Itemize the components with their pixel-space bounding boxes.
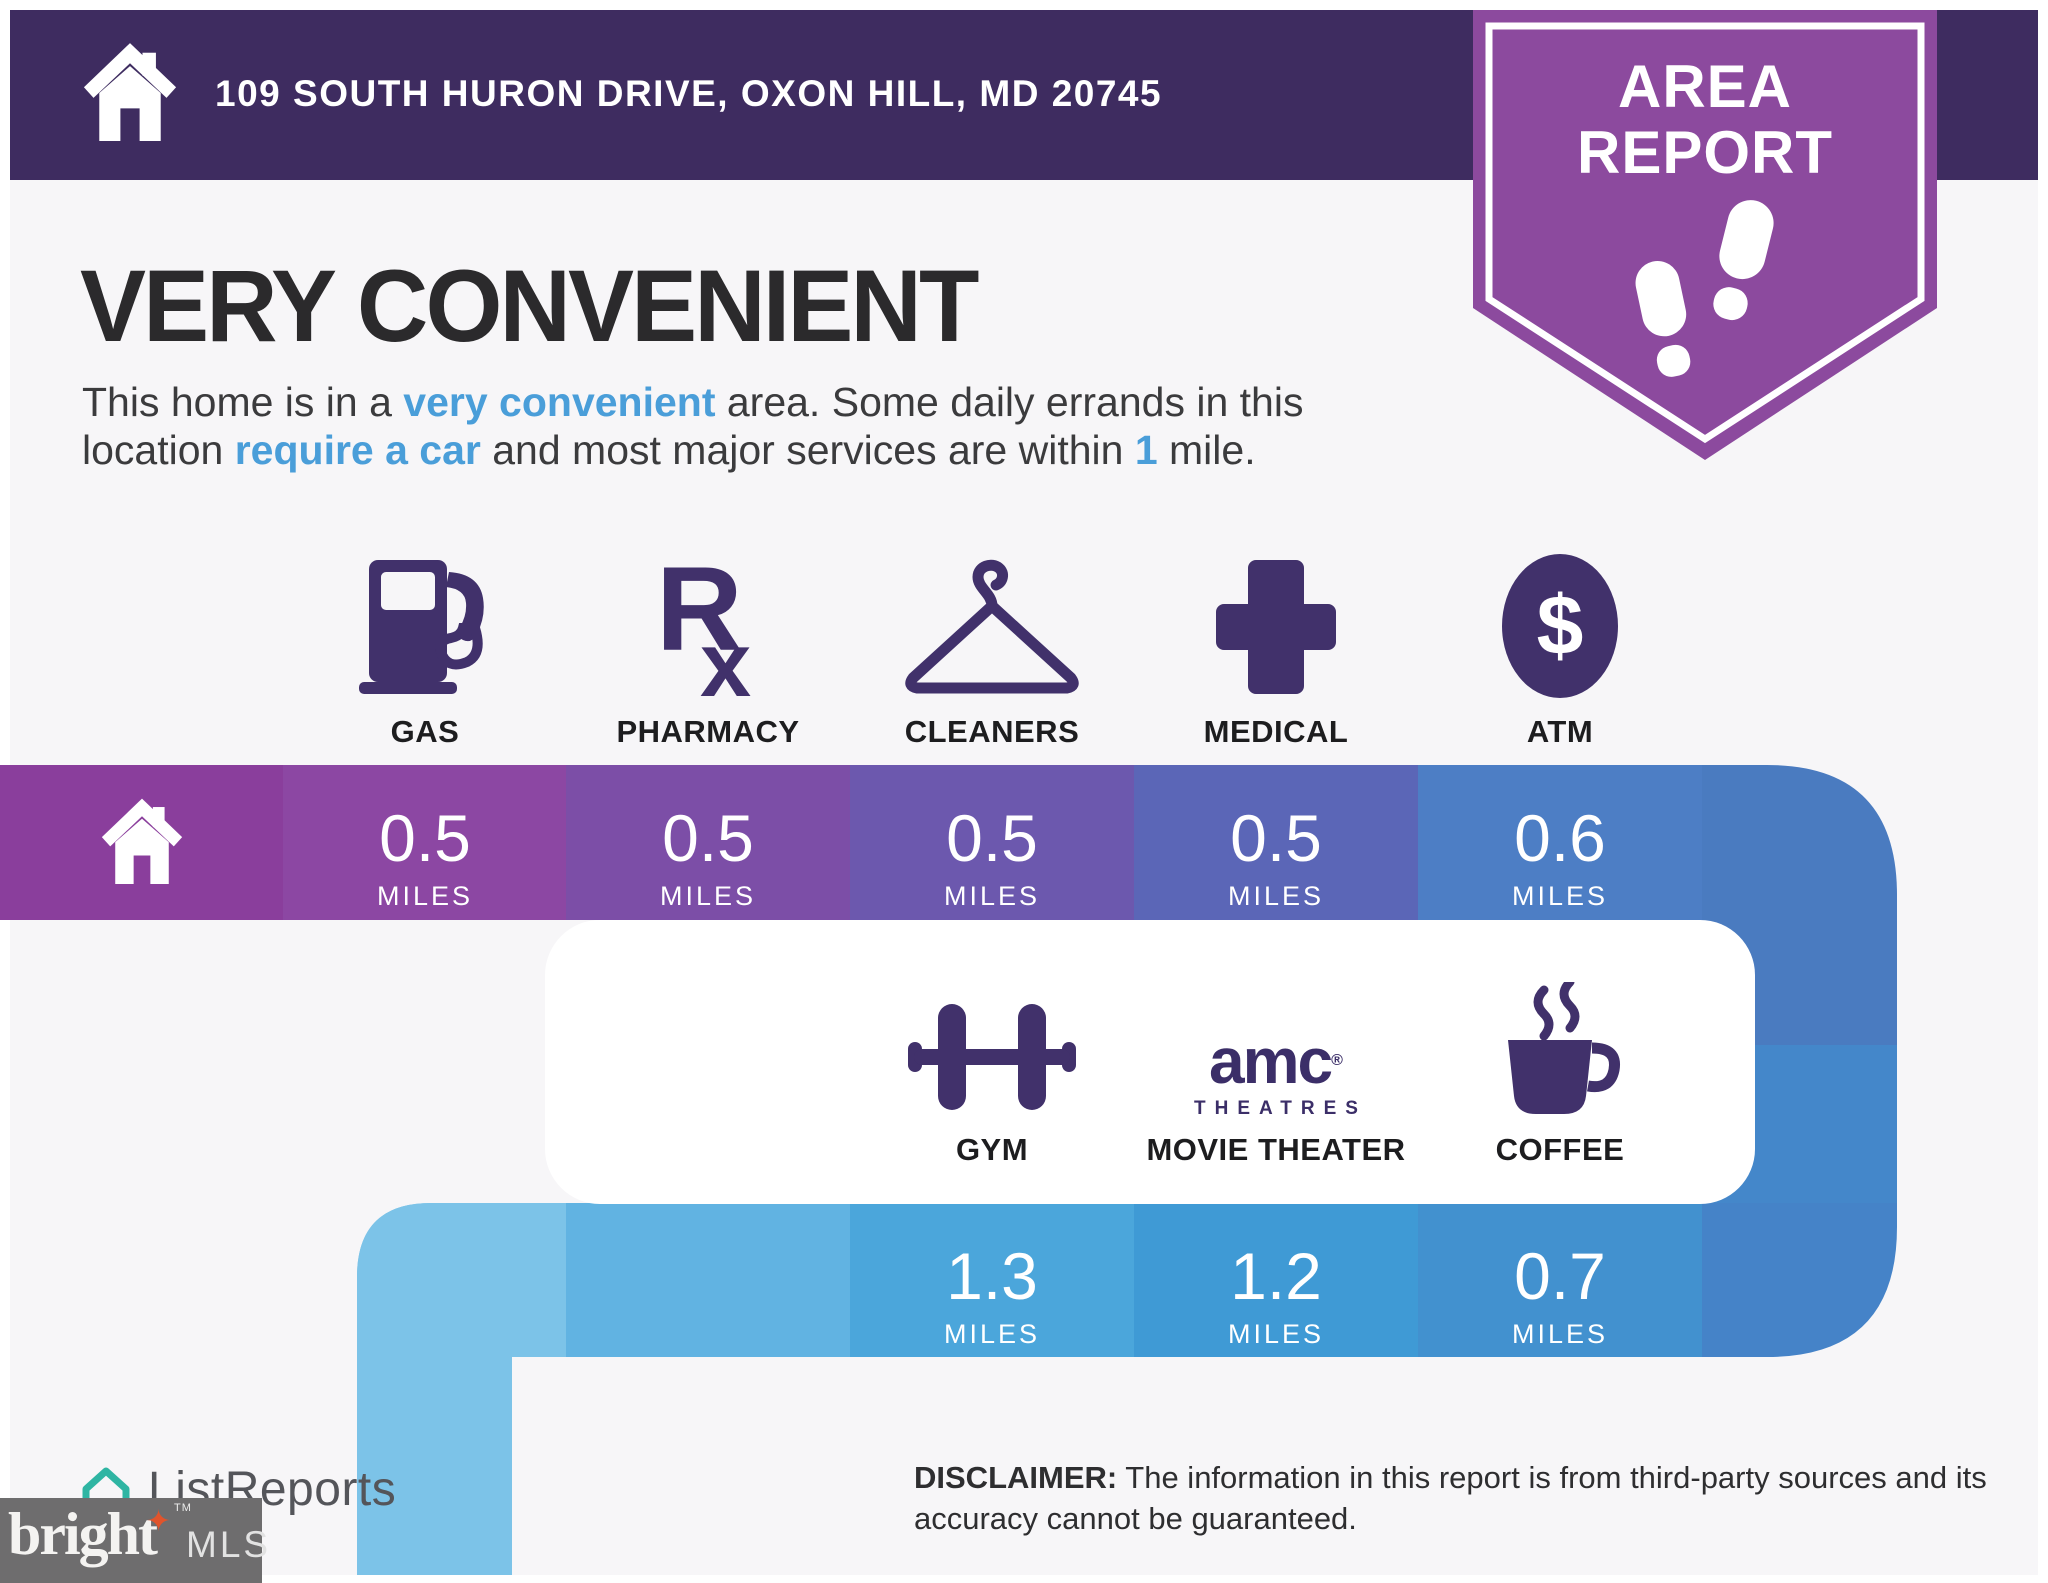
band-cell-pharmacy xyxy=(566,765,850,920)
svg-text:x: x xyxy=(700,614,751,700)
category-gym: GYM xyxy=(850,982,1134,1168)
gas-pump-icon xyxy=(359,560,484,694)
disclaimer-text: DISCLAIMER: The information in this repo… xyxy=(914,1460,1987,1536)
badge-title-line1: AREA xyxy=(1617,53,1792,120)
disclaimer-label: DISCLAIMER: xyxy=(914,1460,1118,1495)
home-icon-band xyxy=(101,798,182,884)
band-cell-atm xyxy=(1418,765,1702,920)
coffee-cup-icon xyxy=(1508,982,1621,1114)
summary-highlight-mile: 1 xyxy=(1134,427,1158,474)
rx-pharmacy-icon: R x xyxy=(656,548,751,700)
category-label: GYM xyxy=(955,1132,1029,1167)
bright-mls-logo: bright ✦ TM MLS xyxy=(0,1498,268,1583)
amc-logo-subtext: THEATRES xyxy=(1194,1098,1367,1119)
summary-highlight-car: require a car xyxy=(234,427,481,474)
svg-text:R: R xyxy=(656,548,743,676)
distance-gym: 1.3 MILES xyxy=(943,1239,1041,1349)
summary-highlight-convenient: very convenient xyxy=(403,379,716,425)
distance-pharmacy: 0.5 MILES xyxy=(659,801,757,911)
bright-wordmark: bright xyxy=(8,1501,158,1567)
summary-text: This home is in a xyxy=(82,379,404,425)
area-report-badge: AREA REPORT xyxy=(1473,10,1937,462)
category-label: ATM xyxy=(1526,714,1594,749)
band-cell-gas xyxy=(283,765,566,920)
distance-coffee: 0.7 MILES xyxy=(1511,1239,1609,1349)
page-title: VERY CONVENIENT xyxy=(80,249,979,363)
home-icon xyxy=(83,43,177,142)
bright-star-icon: ✦ xyxy=(146,1504,172,1539)
band-cell-medical xyxy=(1134,765,1418,920)
mls-wordmark: MLS xyxy=(186,1524,272,1565)
property-address: 109 SOUTH HURON DRIVE, OXON HILL, MD 207… xyxy=(215,73,1163,114)
band-cell-gym xyxy=(850,1203,1134,1357)
category-coffee: COFFEE xyxy=(1418,982,1702,1168)
svg-text:$: $ xyxy=(1537,578,1584,672)
category-label: PHARMACY xyxy=(616,714,800,749)
dollar-circle-icon: $ xyxy=(1502,554,1618,698)
category-label: MEDICAL xyxy=(1203,714,1349,749)
band-home-marker xyxy=(0,765,283,920)
band-cell-movie xyxy=(1134,1203,1418,1357)
band-strip-bottom xyxy=(357,1203,512,1575)
category-label: CLEANERS xyxy=(904,714,1080,749)
band-curve-top-right xyxy=(1702,765,1897,920)
category-label: COFFEE xyxy=(1495,1132,1625,1167)
distance-unit: MILES xyxy=(376,881,474,911)
category-medical: MEDICAL xyxy=(1134,542,1418,750)
category-pharmacy: R x PHARMACY xyxy=(566,542,850,750)
summary-paragraph: This home is in a very convenient area. … xyxy=(82,379,1304,474)
category-cleaners: CLEANERS xyxy=(850,542,1134,750)
band-cell-empty xyxy=(566,1203,850,1357)
amc-logo-text: amc xyxy=(1209,1025,1333,1097)
band-cell-cleaners xyxy=(850,765,1134,920)
medical-cross-icon xyxy=(1216,560,1336,694)
footprints-icon xyxy=(1635,200,1774,377)
amc-theatres-logo: amc® THEATRES xyxy=(1194,1025,1367,1119)
category-label: GAS xyxy=(390,714,460,749)
category-atm: $ ATM xyxy=(1418,542,1702,750)
badge-ribbon-shape xyxy=(1473,10,1937,460)
category-movie-theater: amc® THEATRES MOVIE THEATER xyxy=(1134,982,1418,1168)
distance-gas: 0.5 MILES xyxy=(283,765,567,919)
distance-cleaners: 0.5 MILES xyxy=(943,801,1041,911)
distance-movie-theater: 1.2 MILES xyxy=(1227,1239,1325,1349)
category-label: MOVIE THEATER xyxy=(1146,1132,1406,1167)
band-cell-coffee xyxy=(1418,1203,1702,1357)
band-curve-bottom-right xyxy=(1702,1203,1897,1357)
badge-title-line2: REPORT xyxy=(1576,119,1834,186)
distance-atm: 0.6 MILES xyxy=(1511,801,1609,911)
hanger-icon xyxy=(905,559,1079,694)
bright-tm: TM xyxy=(174,1502,192,1514)
dumbbell-icon xyxy=(908,1004,1076,1110)
distance-value: 0.5 xyxy=(379,801,471,875)
category-gas: GAS xyxy=(283,542,567,750)
distance-medical: 0.5 MILES xyxy=(1227,801,1325,911)
